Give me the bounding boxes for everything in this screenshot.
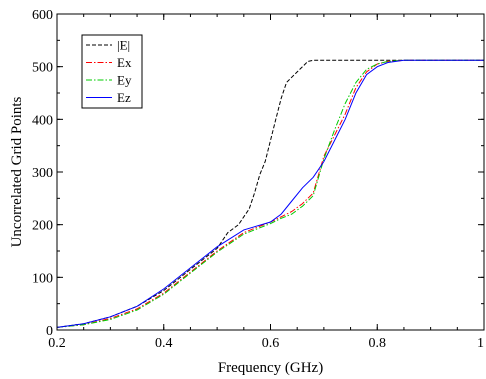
y-tick-label: 300: [32, 166, 53, 181]
y-axis-title: Uncorrelated Grid Points: [9, 96, 25, 247]
y-tick-label: 600: [32, 8, 53, 23]
series-line-4: [56, 59, 484, 328]
series-line-3: [56, 59, 484, 328]
y-tick-label: 500: [32, 61, 53, 76]
legend: |E| Ex Ey Ez: [81, 34, 143, 109]
x-tick-label: 0.8: [369, 336, 387, 351]
legend-label-3: Ey: [117, 73, 132, 88]
y-tick-label: 100: [32, 271, 53, 286]
x-tick-label: 0.6: [262, 336, 280, 351]
y-tick-label: 400: [32, 113, 53, 128]
legend-label-2: Ex: [117, 55, 132, 70]
legend-label-4: Ez: [117, 90, 131, 105]
plot-area: [56, 59, 484, 328]
x-axis-title: Frequency (GHz): [218, 360, 323, 376]
x-tick-label: 0.2: [48, 336, 66, 351]
y-tick-label: 200: [32, 219, 53, 234]
y-tick-label: 0: [46, 324, 53, 339]
legend-box: [81, 34, 143, 109]
x-tick-label: 0.4: [155, 336, 173, 351]
series-line-2: [56, 59, 484, 328]
legend-label-1: |E|: [117, 38, 130, 53]
axes: 0.2 0.4 0.6 0.8 1 0 100 200 300 400 500 600: [32, 8, 485, 351]
x-tick-label: 1: [477, 336, 484, 351]
